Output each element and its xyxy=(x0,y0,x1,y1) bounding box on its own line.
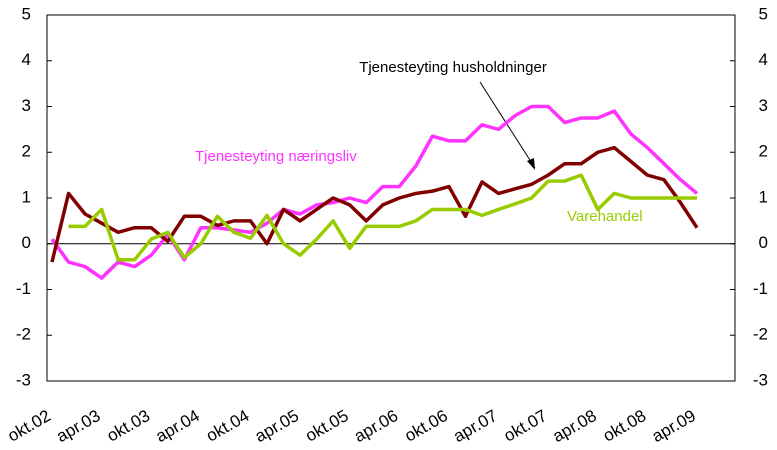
y-tick-label: -2 xyxy=(16,325,31,344)
series-label: Varehandel xyxy=(567,208,643,225)
series-label: Tjenesteyting næringsliv xyxy=(195,148,357,165)
y2-tick-label: -1 xyxy=(753,279,768,298)
y2-tick-label: -2 xyxy=(753,325,768,344)
series-line xyxy=(68,173,697,262)
y-tick-label: 1 xyxy=(22,187,31,206)
y2-tick-label: 2 xyxy=(759,142,768,161)
x-tick-label: okt.08 xyxy=(600,406,650,446)
x-tick-label: apr.07 xyxy=(450,406,500,446)
y-tick-label: -3 xyxy=(16,370,31,389)
x-tick-label: apr.04 xyxy=(152,406,202,446)
series-label: Tjenesteyting husholdninger xyxy=(359,59,547,76)
y-tick-label: -1 xyxy=(16,279,31,298)
y-tick-label: 4 xyxy=(22,50,31,69)
x-tick-label: apr.09 xyxy=(649,406,699,446)
series-line xyxy=(50,104,699,280)
x-tick-label: okt.03 xyxy=(104,406,154,446)
y2-tick-label: 1 xyxy=(759,187,768,206)
y-tick-label: 3 xyxy=(22,96,31,115)
y-tick-label: 2 xyxy=(22,142,31,161)
y-tick-label: 0 xyxy=(22,233,31,252)
x-tick-label: apr.08 xyxy=(549,406,599,446)
x-tick-label: apr.03 xyxy=(53,406,103,446)
x-tick-label: apr.06 xyxy=(351,406,401,446)
x-tick-label: okt.07 xyxy=(501,406,551,446)
arrow-head xyxy=(527,158,535,170)
y2-tick-label: -3 xyxy=(753,370,768,389)
annotation-arrow xyxy=(479,81,536,169)
y-tick-label: 5 xyxy=(22,4,31,23)
y2-tick-label: 0 xyxy=(759,233,768,252)
x-tick-label: okt.05 xyxy=(302,406,352,446)
x-tick-label: okt.04 xyxy=(203,406,253,446)
y2-tick-label: 4 xyxy=(759,50,768,69)
x-tick-label: okt.06 xyxy=(401,406,451,446)
y2-tick-label: 5 xyxy=(759,4,768,23)
x-tick-label: apr.05 xyxy=(252,406,302,446)
y2-tick-label: 3 xyxy=(759,96,768,115)
x-tick-label: okt.02 xyxy=(4,406,54,446)
